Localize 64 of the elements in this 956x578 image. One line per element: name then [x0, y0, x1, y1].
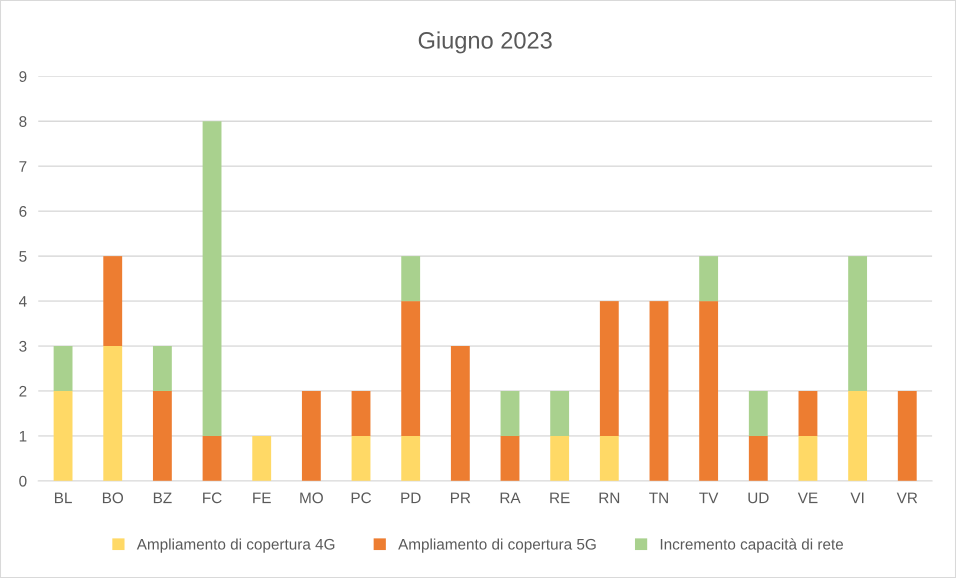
- bar: [650, 301, 668, 481]
- bar: [152, 390, 172, 481]
- y-tick-label: 9: [19, 71, 26, 82]
- bar: [202, 121, 222, 436]
- bar: [699, 256, 718, 302]
- legend-label: Ampliamento di copertura 5G: [398, 538, 596, 553]
- bar: [848, 390, 868, 481]
- legend-label: Incremento capacità di rete: [660, 538, 844, 553]
- x-tick-label: RE: [550, 492, 570, 504]
- x-tick-label: VI: [850, 492, 864, 504]
- bar: [748, 436, 768, 481]
- x-tick-label: FC: [203, 492, 222, 504]
- bar: [748, 390, 768, 436]
- bar: [798, 390, 818, 436]
- x-tick-label: PD: [401, 492, 421, 504]
- x-tick-label: PR: [450, 492, 470, 504]
- y-tick-label: 2: [19, 386, 26, 397]
- bar: [450, 346, 470, 481]
- bar: [500, 436, 520, 481]
- bar: [848, 256, 868, 391]
- y-tick-label: 6: [19, 206, 26, 217]
- y-tick-label: 4: [18, 296, 27, 307]
- legend-label: Ampliamento di copertura 4G: [136, 538, 334, 553]
- bar: [550, 436, 570, 481]
- bar: [898, 390, 917, 481]
- bar: [600, 436, 619, 481]
- bar: [699, 301, 718, 481]
- bar: [54, 346, 73, 391]
- x-tick-label: PC: [352, 492, 372, 504]
- bar: [500, 390, 520, 436]
- bar: [600, 301, 619, 436]
- bar: [352, 390, 370, 436]
- x-tick-label: VE: [798, 492, 818, 504]
- bar: [103, 256, 122, 346]
- bar: [550, 390, 570, 436]
- x-tick-label: RN: [600, 492, 620, 504]
- bar: [401, 301, 420, 436]
- bar: [202, 436, 222, 481]
- bar: [302, 390, 321, 481]
- y-tick-label: 0: [19, 476, 27, 487]
- bar: [103, 346, 122, 481]
- y-tick-label: 1: [20, 430, 26, 442]
- y-tick-label: 3: [19, 340, 26, 352]
- x-tick-label: BL: [54, 492, 72, 504]
- bar: [152, 346, 172, 391]
- y-tick-label: 8: [19, 116, 26, 127]
- bar: [798, 436, 818, 481]
- bar: [252, 436, 272, 481]
- y-tick-label: 7: [19, 161, 26, 172]
- x-tick-label: TN: [649, 492, 668, 504]
- x-tick-label: VR: [896, 492, 918, 504]
- bar: [401, 436, 420, 481]
- bar: [54, 390, 73, 481]
- y-tick-label: 5: [19, 251, 26, 262]
- x-tick-label: TV: [699, 492, 718, 504]
- x-tick-label: FE: [253, 492, 271, 504]
- bar: [401, 256, 420, 302]
- x-tick-label: UD: [748, 492, 769, 504]
- x-tick-label: MO: [300, 492, 323, 504]
- x-tick-label: BZ: [154, 492, 172, 504]
- bar: [352, 436, 370, 481]
- x-tick-label: RA: [500, 492, 521, 504]
- chart-title: Giugno 2023: [418, 31, 552, 54]
- x-tick-label: BO: [102, 492, 124, 504]
